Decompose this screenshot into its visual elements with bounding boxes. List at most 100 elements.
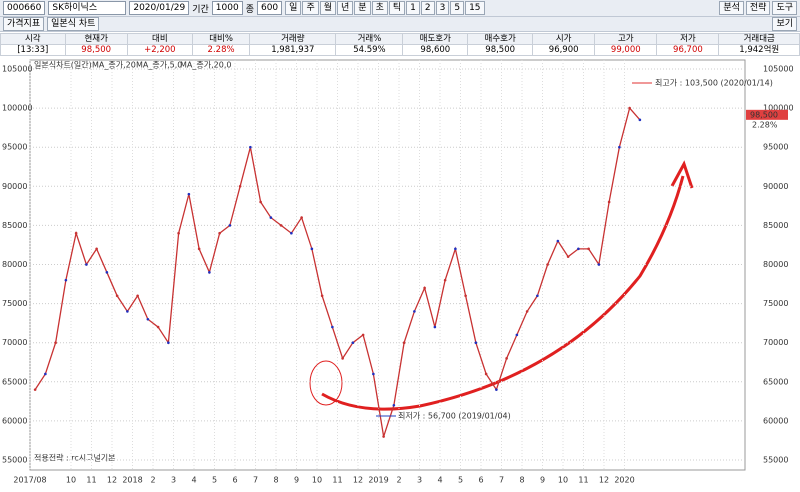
y-tick-label: 60000 bbox=[2, 416, 27, 425]
tab[interactable]: 일본식 차트 bbox=[47, 17, 100, 31]
price-point bbox=[310, 247, 314, 251]
price-point bbox=[607, 200, 611, 204]
info-header: 매도호가 bbox=[402, 33, 469, 45]
unit-button[interactable]: 초 bbox=[371, 1, 388, 15]
x-tick-label: 11 bbox=[332, 476, 342, 485]
unit-button[interactable]: 년 bbox=[337, 1, 354, 15]
info-header: 고가 bbox=[594, 33, 658, 45]
unit-button[interactable]: 3 bbox=[435, 1, 450, 15]
x-tick-label: 4 bbox=[191, 476, 196, 485]
price-point bbox=[208, 271, 211, 274]
unit-button[interactable]: 2 bbox=[420, 1, 435, 15]
price-point bbox=[351, 341, 355, 345]
y-tick-label: 90000 bbox=[763, 182, 788, 191]
price-point bbox=[105, 271, 109, 274]
price-point bbox=[146, 317, 150, 321]
info-header: 거래% bbox=[335, 33, 404, 45]
price-point bbox=[156, 325, 160, 329]
last-price-label: 98,500 bbox=[750, 110, 778, 119]
price-point bbox=[74, 231, 78, 235]
unit-button[interactable]: 주 bbox=[302, 1, 319, 15]
info-value: +2,200 bbox=[126, 44, 193, 56]
quote-table: 시각 현재가 대비 대비% 거래량 거래% 매도호가 매수호가 시가 고가 저가 거래대금 [13:33… bbox=[0, 33, 800, 56]
price-point bbox=[484, 372, 488, 376]
price-point bbox=[525, 310, 529, 313]
price-point bbox=[628, 106, 631, 110]
price-point bbox=[218, 231, 221, 235]
info-value: 98,500 bbox=[467, 44, 534, 56]
unit-button[interactable]: 월 bbox=[319, 1, 337, 15]
x-tick-label: 2018 bbox=[122, 476, 142, 485]
y-tick-label: 90000 bbox=[2, 182, 27, 191]
info-value: 1,942억원 bbox=[718, 44, 800, 56]
price-point bbox=[372, 372, 375, 376]
price-point bbox=[177, 231, 180, 235]
info-value: 96,900 bbox=[532, 44, 596, 56]
info-header: 대비% bbox=[191, 33, 251, 45]
tool-button[interactable]: 전략 bbox=[745, 1, 771, 15]
price-point bbox=[433, 325, 437, 329]
view-button[interactable]: 보기 bbox=[772, 17, 797, 31]
name-input[interactable]: SK하이닉스 bbox=[48, 1, 127, 15]
legend-entry: MA_종가,20,0 bbox=[180, 61, 231, 70]
unit-button[interactable]: 분 bbox=[354, 1, 371, 15]
tool-button[interactable]: 분석 bbox=[719, 1, 744, 15]
price-point bbox=[474, 341, 478, 345]
chart-title: 일본식차트(일간) bbox=[34, 60, 92, 70]
date-input[interactable]: 2020/01/29 bbox=[129, 1, 190, 15]
price-point bbox=[443, 278, 447, 282]
count-input[interactable]: 600 bbox=[256, 1, 283, 15]
price-point bbox=[505, 357, 508, 360]
info-header: 저가 bbox=[656, 33, 720, 45]
price-point bbox=[587, 247, 590, 251]
unit-button[interactable]: 5 bbox=[450, 1, 465, 15]
legend-entry: MA_종가,5,0 bbox=[136, 61, 182, 70]
price-point bbox=[392, 403, 396, 407]
price-point bbox=[597, 263, 601, 266]
highlight-circle bbox=[309, 360, 343, 406]
unit-button[interactable]: 1 bbox=[406, 1, 420, 15]
price-point bbox=[300, 216, 303, 219]
y-tick-label: 65000 bbox=[2, 377, 27, 386]
unit-button[interactable]: 15 bbox=[465, 1, 485, 15]
tab[interactable]: 가격지표 bbox=[3, 17, 45, 31]
price-point bbox=[249, 145, 252, 149]
x-tick-label: 2 bbox=[150, 476, 155, 485]
price-point bbox=[259, 200, 262, 204]
y-tick-label: 85000 bbox=[2, 221, 27, 230]
unit-button[interactable]: 틱 bbox=[388, 1, 406, 15]
x-tick-label: 10 bbox=[558, 476, 568, 485]
x-tick-label: 2019 bbox=[368, 476, 388, 485]
price-point bbox=[197, 247, 201, 251]
x-tick-label: 2 bbox=[396, 476, 401, 485]
info-header: 시가 bbox=[532, 33, 596, 45]
y-tick-label: 75000 bbox=[763, 299, 788, 308]
x-tick-label: 8 bbox=[519, 476, 524, 485]
period-input[interactable]: 1000 bbox=[211, 1, 243, 15]
price-point bbox=[423, 286, 426, 290]
tool-button[interactable]: 도구 bbox=[772, 1, 797, 15]
price-point bbox=[331, 325, 334, 329]
y-tick-label: 105000 bbox=[763, 65, 794, 74]
x-tick-label: 7 bbox=[499, 476, 504, 485]
x-tick-label: 2020 bbox=[614, 476, 634, 485]
price-point bbox=[54, 341, 57, 345]
code-input[interactable]: 000660 bbox=[3, 1, 46, 15]
unit-button[interactable]: 일 bbox=[285, 1, 302, 15]
y-tick-label: 100000 bbox=[763, 104, 794, 113]
x-tick-label: 11 bbox=[86, 476, 96, 485]
x-tick-label: 3 bbox=[417, 476, 422, 485]
info-value: [13:33] bbox=[0, 44, 66, 56]
price-point bbox=[136, 294, 139, 298]
chart: 일본식차트(일간) 적용전략 : rc시그널기본 55000 55000 60000… bbox=[2, 59, 794, 485]
y-tick-label: 100000 bbox=[2, 104, 33, 113]
x-tick-label: 9 bbox=[294, 476, 299, 485]
x-tick-label: 4 bbox=[437, 476, 442, 485]
price-point bbox=[290, 231, 293, 235]
info-value: 2.28% bbox=[191, 44, 251, 56]
strategy-label: 적용전략 : rc시그널기본 bbox=[34, 453, 116, 463]
price-point bbox=[382, 435, 385, 438]
trend-arrow bbox=[321, 175, 685, 411]
price-point bbox=[546, 263, 549, 266]
x-tick-label: 10 bbox=[66, 476, 76, 485]
